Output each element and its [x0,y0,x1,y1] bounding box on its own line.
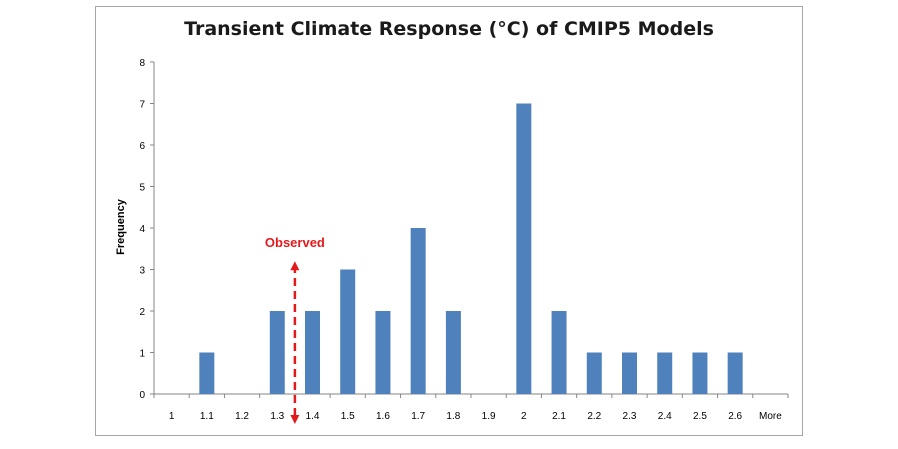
x-tick-label: 1 [169,411,175,422]
x-tick-label: More [759,411,782,422]
y-tick-label: 0 [139,390,145,401]
bar-1.8 [445,311,461,394]
x-tick-label: 2 [521,411,527,422]
bar-2.5 [692,352,708,394]
bar-2.2 [586,352,602,394]
bar-2.1 [551,311,567,394]
x-tick-label: 1.2 [235,411,249,422]
bar-1.6 [375,311,391,394]
observed-arrow-head-up [290,261,300,271]
bar-1.1 [199,352,215,394]
x-tick-label: 1.8 [446,411,460,422]
y-tick-label: 1 [139,349,145,360]
chart-title: Transient Climate Response (°C) of CMIP5… [184,18,714,40]
y-axis-label: Frequency [115,198,127,255]
y-tick-label: 3 [139,266,145,277]
x-tick-label: 1.5 [341,411,355,422]
x-tick-label: 1.7 [411,411,425,422]
y-tick-label: 4 [139,224,145,235]
bar-1.7 [410,228,426,394]
x-tick-label: 2.2 [587,411,601,422]
x-tick-label: 1.1 [200,411,214,422]
x-tick-label: 2.6 [728,411,742,422]
x-tick-label: 2.1 [552,411,566,422]
bar-1.4 [305,311,320,394]
bar-2 [516,103,532,394]
x-tick-label: 1.3 [270,411,284,422]
y-tick-label: 5 [139,183,145,194]
x-tick-label: 1.9 [482,411,496,422]
x-tick-label: 2.4 [658,411,672,422]
bar-1.5 [340,269,356,394]
observed-arrow-head-down [290,415,300,424]
bar-1.3 [269,311,285,394]
y-tick-label: 8 [139,58,145,69]
observed-annotation-label: Observed [265,235,325,250]
x-tick-label: 1.6 [376,411,390,422]
y-tick-label: 7 [139,100,145,111]
bar-2.6 [727,352,743,394]
y-tick-label: 6 [139,141,145,152]
x-tick-label: 1.4 [306,411,320,422]
bar-2.4 [657,352,673,394]
y-tick-label: 2 [139,307,145,318]
x-tick-label: 2.3 [623,411,637,422]
x-tick-label: 2.5 [693,411,707,422]
bar-2.3 [622,352,637,394]
